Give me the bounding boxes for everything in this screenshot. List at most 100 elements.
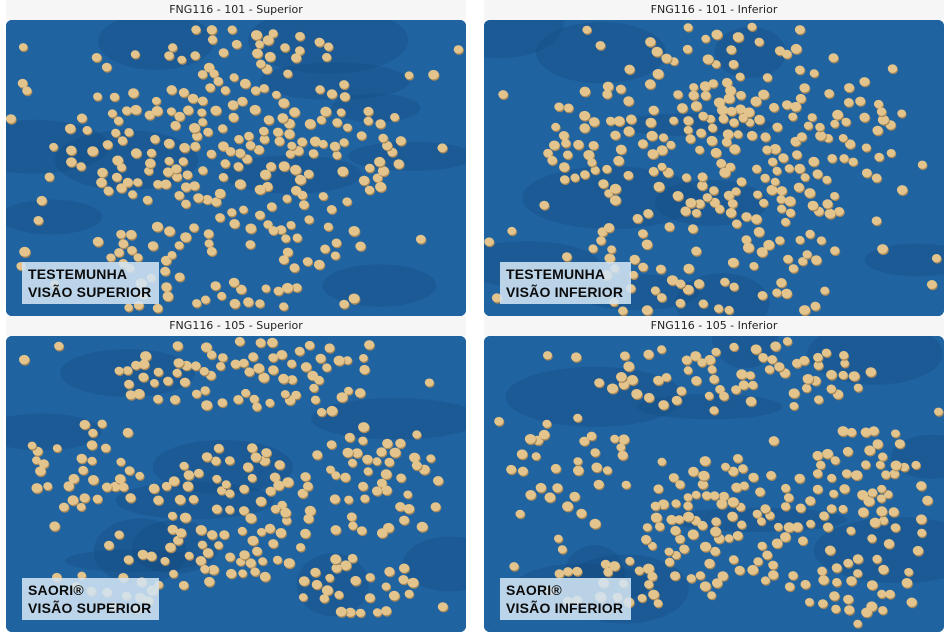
seed xyxy=(107,109,117,118)
seed xyxy=(801,383,812,393)
seed xyxy=(558,131,569,140)
seed xyxy=(437,602,448,612)
seed xyxy=(563,567,573,576)
seed xyxy=(647,571,658,581)
seed xyxy=(579,86,591,97)
seed xyxy=(816,460,826,470)
seed xyxy=(798,257,808,266)
seed xyxy=(111,128,121,137)
seed xyxy=(762,550,773,560)
seed xyxy=(280,390,290,398)
seed xyxy=(251,30,262,40)
seed xyxy=(404,71,414,80)
seed xyxy=(292,233,302,242)
seed xyxy=(174,494,186,505)
seed xyxy=(228,112,239,122)
seed xyxy=(214,188,226,199)
seed xyxy=(377,166,389,176)
seed xyxy=(626,114,637,124)
seed xyxy=(562,252,572,261)
seed xyxy=(247,443,258,453)
seed xyxy=(686,574,696,583)
seed xyxy=(124,303,133,312)
seed xyxy=(727,199,738,208)
seed xyxy=(790,43,802,54)
seed xyxy=(343,123,352,132)
seed xyxy=(531,452,541,460)
seed xyxy=(348,293,360,304)
seed xyxy=(580,170,590,179)
seed xyxy=(198,118,208,126)
seed xyxy=(751,214,762,224)
seed xyxy=(312,450,323,460)
seed xyxy=(551,122,560,131)
seed xyxy=(148,483,160,494)
seed xyxy=(204,239,214,248)
seed xyxy=(97,419,107,428)
seed xyxy=(316,115,326,124)
seed xyxy=(151,106,163,116)
seed xyxy=(194,468,204,478)
seed xyxy=(563,103,574,113)
seed xyxy=(326,405,338,416)
seed xyxy=(704,391,714,400)
seed xyxy=(826,384,836,394)
seed xyxy=(736,177,747,186)
seed xyxy=(822,199,833,209)
seed xyxy=(697,358,707,367)
seed xyxy=(609,183,621,194)
seed xyxy=(793,182,804,192)
seed xyxy=(363,116,373,125)
seed xyxy=(364,340,375,350)
seed xyxy=(287,359,297,368)
seed xyxy=(860,427,872,437)
seed xyxy=(593,479,604,489)
seed xyxy=(351,448,363,458)
seed xyxy=(245,240,256,249)
seed xyxy=(67,495,79,506)
seed xyxy=(282,282,293,293)
seed xyxy=(781,288,792,299)
seed xyxy=(637,139,648,149)
seed xyxy=(211,504,222,514)
seed xyxy=(404,589,414,598)
seed xyxy=(840,359,849,368)
seed xyxy=(18,43,28,51)
seed xyxy=(247,535,259,546)
seed xyxy=(273,480,285,491)
seed xyxy=(217,398,228,407)
seed xyxy=(213,443,224,453)
seed xyxy=(774,46,785,56)
seed xyxy=(395,136,406,146)
seed xyxy=(554,569,564,578)
seed xyxy=(673,90,683,99)
shadow-patch xyxy=(536,22,667,84)
seed xyxy=(280,507,291,518)
seed xyxy=(116,229,126,239)
seed xyxy=(792,522,803,532)
seed xyxy=(380,469,392,479)
seed xyxy=(211,456,221,466)
seed xyxy=(162,167,174,177)
seed xyxy=(776,278,787,288)
seed xyxy=(613,116,625,126)
seed xyxy=(195,525,207,535)
seed xyxy=(224,456,235,465)
seed xyxy=(218,173,228,182)
seed xyxy=(339,299,349,309)
shadow-patch xyxy=(54,130,199,190)
seed xyxy=(572,566,582,576)
seed xyxy=(818,599,828,608)
seed xyxy=(717,105,728,115)
seed xyxy=(213,76,223,86)
seed xyxy=(244,367,255,377)
seed xyxy=(287,141,297,150)
seed xyxy=(602,89,612,99)
seed xyxy=(762,73,772,82)
seed xyxy=(147,241,159,251)
seed xyxy=(838,134,848,142)
seed xyxy=(770,341,781,351)
seed xyxy=(901,578,913,588)
seed xyxy=(347,553,358,563)
seed xyxy=(340,560,352,571)
